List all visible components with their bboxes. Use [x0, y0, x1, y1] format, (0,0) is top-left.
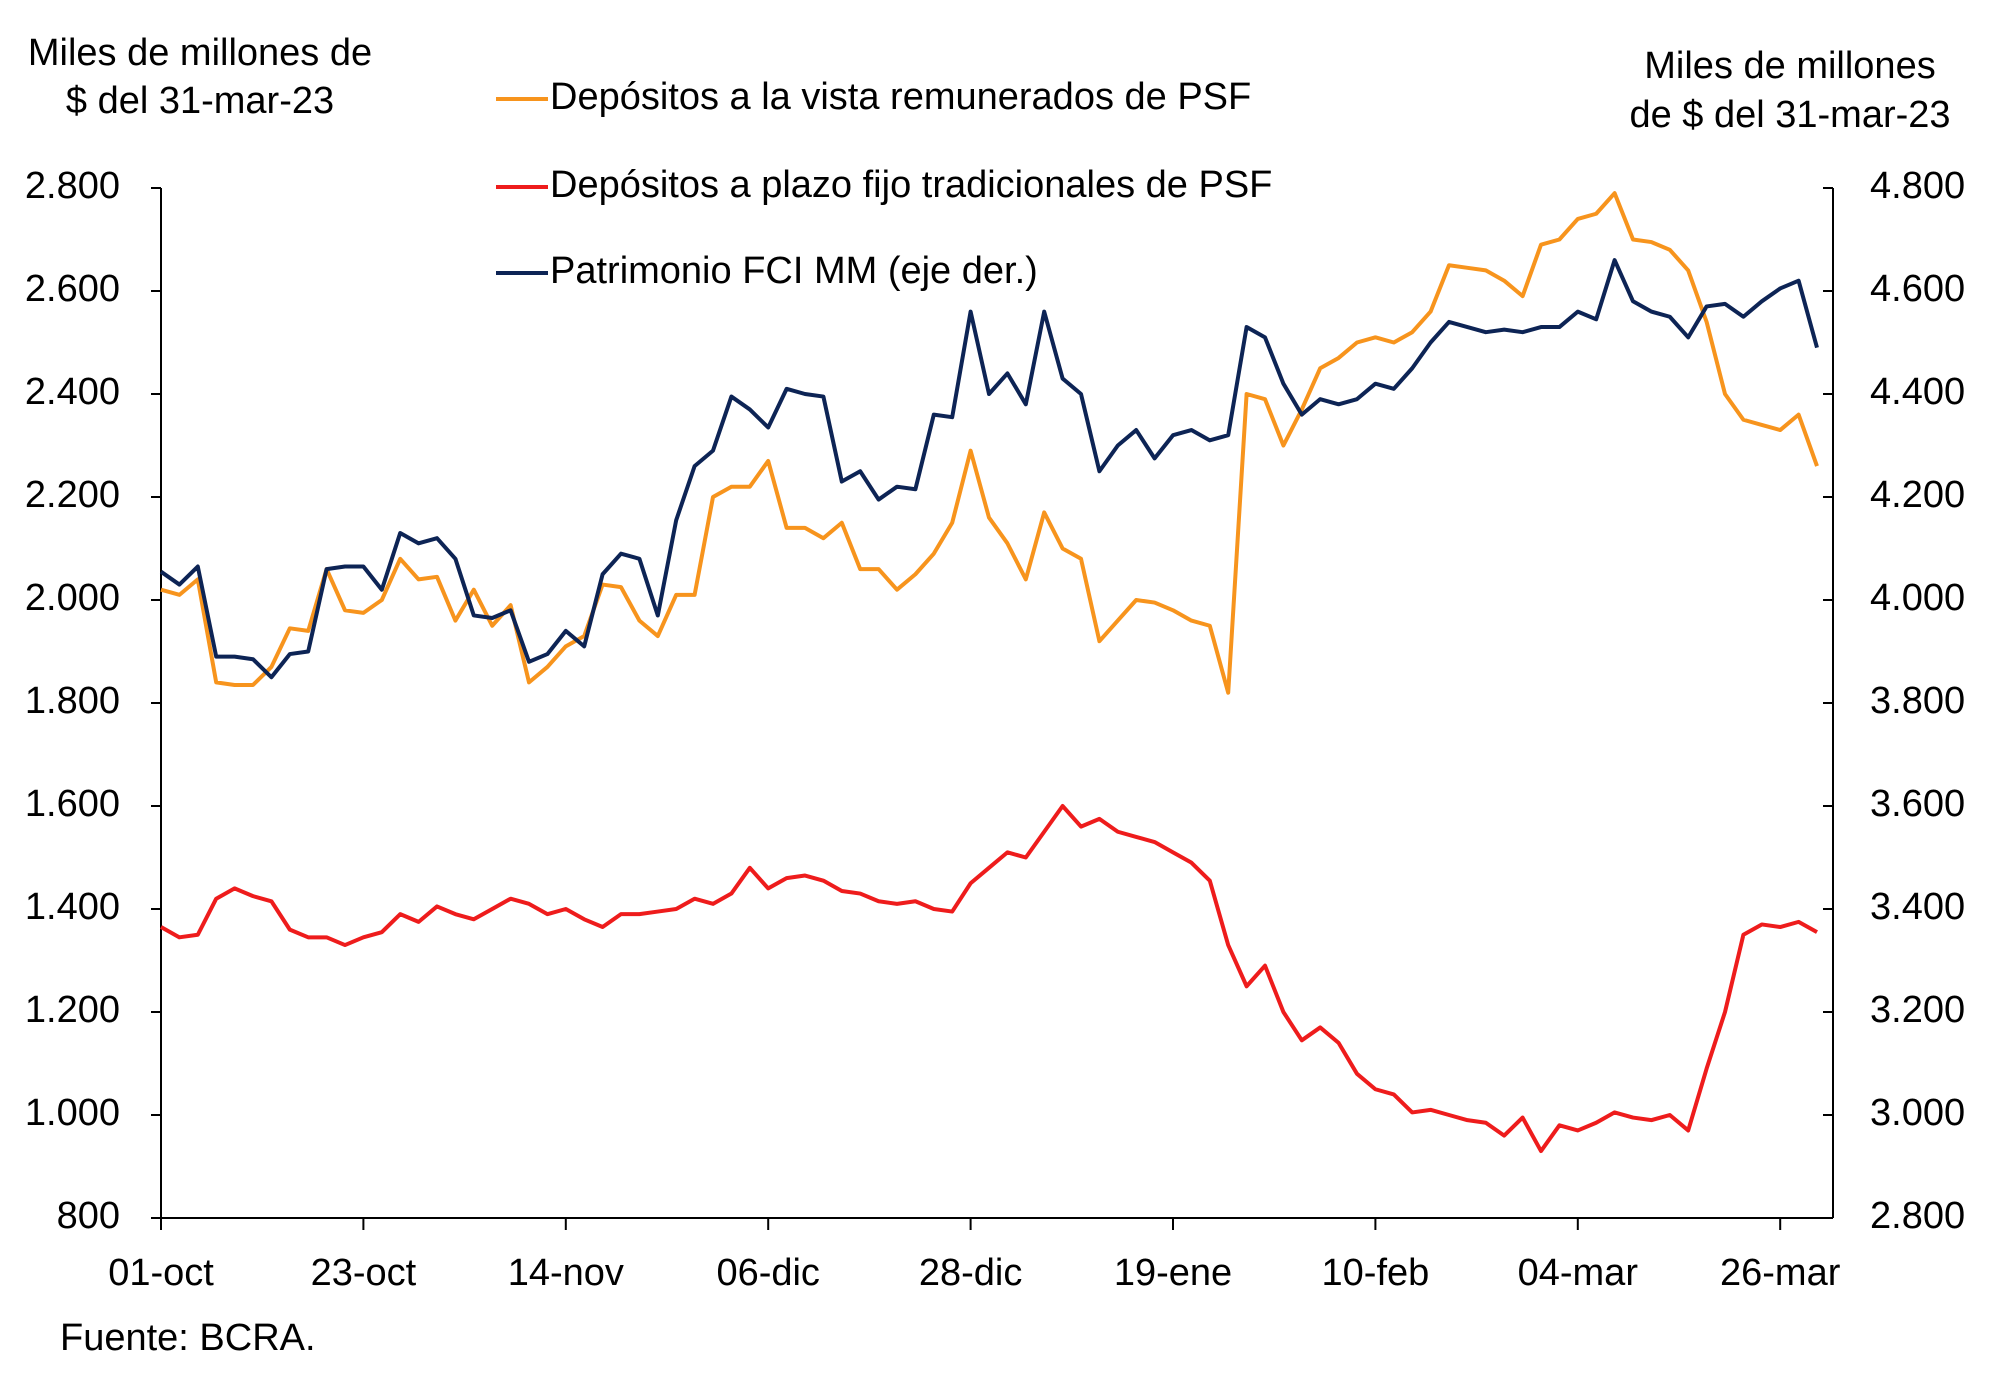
- y2-tick-label: 3.800: [1870, 680, 1965, 722]
- series-line: [160, 191, 1819, 695]
- x-tick-label: 04-mar: [1518, 1252, 1639, 1294]
- y-tick-label: 2.600: [25, 268, 120, 310]
- y2-tick-label: 2.800: [1870, 1195, 1965, 1237]
- y-tick-label: 1.200: [25, 989, 120, 1031]
- y-tick-label: 2.000: [25, 577, 120, 619]
- y-tick-label: 2.400: [25, 371, 120, 413]
- y2-tick-label: 4.000: [1870, 577, 1965, 619]
- y-axis-label: Miles de millones de: [28, 32, 372, 74]
- x-tick-label: 01-oct: [108, 1252, 214, 1294]
- y-axis-label: $ del 31-mar-23: [66, 80, 334, 122]
- x-tick-label: 19-ene: [1114, 1252, 1232, 1294]
- x-tick-label: 26-mar: [1720, 1252, 1841, 1294]
- source-note: Fuente: BCRA.: [60, 1317, 316, 1359]
- y2-tick-label: 4.800: [1870, 165, 1965, 207]
- y-tick-label: 800: [57, 1195, 120, 1237]
- y2-axis-label: de $ del 31-mar-23: [1629, 94, 1950, 136]
- y2-tick-label: 3.200: [1870, 989, 1965, 1031]
- y2-tick-label: 3.000: [1870, 1092, 1965, 1134]
- x-tick-label: 28-dic: [919, 1252, 1023, 1294]
- y-tick-label: 1.000: [25, 1092, 120, 1134]
- y-tick-label: 1.600: [25, 783, 120, 825]
- x-tick-label: 06-dic: [716, 1252, 820, 1294]
- y2-tick-label: 4.400: [1870, 371, 1965, 413]
- x-tick-label: 10-feb: [1322, 1252, 1430, 1294]
- x-tick-label: 14-nov: [508, 1252, 624, 1294]
- y-tick-label: 1.800: [25, 680, 120, 722]
- y2-tick-label: 3.600: [1870, 783, 1965, 825]
- y-tick-label: 2.800: [25, 165, 120, 207]
- legend-label: Depósitos a la vista remunerados de PSF: [550, 76, 1251, 118]
- x-tick-label: 23-oct: [311, 1252, 417, 1294]
- legend-label: Depósitos a plazo fijo tradicionales de …: [550, 164, 1272, 206]
- y2-tick-label: 4.600: [1870, 268, 1965, 310]
- series-line: [160, 804, 1818, 1154]
- y2-tick-label: 3.400: [1870, 886, 1965, 928]
- y2-axis-label: Miles de millones: [1644, 45, 1935, 87]
- y2-tick-label: 4.200: [1870, 474, 1965, 516]
- y-tick-label: 2.200: [25, 474, 120, 516]
- legend-label: Patrimonio FCI MM (eje der.): [550, 250, 1038, 292]
- series-line: [159, 258, 1819, 680]
- y-tick-label: 1.400: [25, 886, 120, 928]
